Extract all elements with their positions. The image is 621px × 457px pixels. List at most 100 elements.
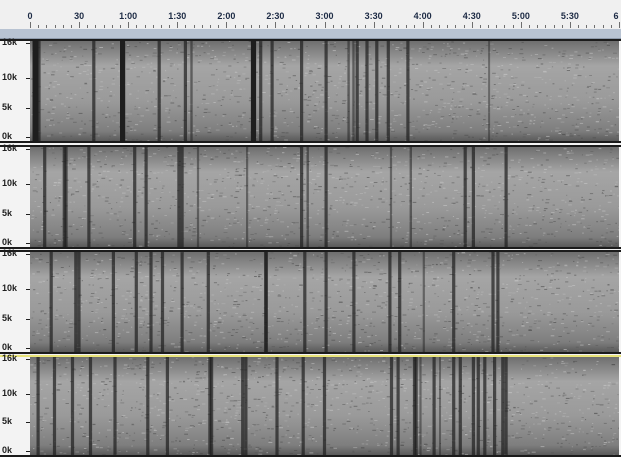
ruler-tick bbox=[373, 22, 375, 28]
spectrogram-event bbox=[246, 147, 249, 247]
ruler-tick bbox=[439, 25, 441, 28]
audio-track[interactable]: 16k 10k 5k 0k bbox=[0, 37, 621, 143]
spectrogram-event bbox=[88, 357, 93, 455]
spectrogram-event bbox=[77, 252, 81, 352]
spectrogram-event bbox=[177, 147, 181, 247]
ruler-tick bbox=[545, 25, 547, 28]
spectrogram-event bbox=[496, 252, 500, 352]
ruler-tick bbox=[414, 25, 416, 28]
frequency-label: 16k bbox=[2, 143, 18, 153]
spectrogram[interactable] bbox=[30, 357, 619, 455]
frequency-label: 5k bbox=[2, 101, 13, 112]
ruler-label: 0 bbox=[27, 11, 33, 21]
spectrogram-event bbox=[432, 357, 436, 455]
ruler-tick bbox=[398, 25, 400, 28]
ruler-tick bbox=[209, 25, 211, 28]
spectrogram-image bbox=[30, 357, 619, 455]
spectrogram-event bbox=[37, 41, 41, 141]
frequency-tick bbox=[26, 289, 30, 291]
ruler-tick bbox=[569, 22, 571, 28]
spectrogram-event bbox=[303, 252, 307, 352]
spectrogram-event bbox=[458, 357, 462, 455]
ruler-tick bbox=[332, 25, 334, 28]
spectrogram-event bbox=[471, 357, 475, 455]
ruler-label: 5:30 bbox=[560, 11, 579, 21]
spectrogram[interactable] bbox=[30, 147, 619, 247]
spectrogram[interactable] bbox=[30, 41, 619, 141]
spectrogram-event bbox=[149, 252, 153, 352]
spectrogram-event bbox=[180, 252, 184, 352]
ruler-tick bbox=[87, 25, 89, 28]
spectrogram-event bbox=[264, 252, 268, 352]
frequency-label: 10k bbox=[2, 387, 18, 398]
ruler-tick bbox=[463, 25, 465, 28]
spectrogram-event bbox=[157, 41, 161, 141]
ruler-tick bbox=[185, 25, 187, 28]
frequency-tick bbox=[26, 359, 30, 360]
frequency-tick bbox=[26, 184, 30, 186]
spectrogram-event bbox=[388, 252, 392, 352]
ruler-tick bbox=[234, 25, 236, 28]
ruler-tick bbox=[291, 25, 293, 28]
spectrogram-event bbox=[306, 147, 309, 247]
spectrogram-event bbox=[208, 357, 212, 455]
spectrogram-event bbox=[463, 147, 467, 247]
spectrogram-event bbox=[355, 41, 359, 141]
spectrogram-event bbox=[483, 357, 487, 455]
audio-track[interactable]: 16k 10k 5k 0k bbox=[0, 143, 621, 249]
ruler-label: 1:30 bbox=[168, 11, 187, 21]
ruler-tick bbox=[218, 25, 220, 28]
frequency-label: 10k bbox=[2, 283, 18, 294]
frequency-label: 0k bbox=[2, 237, 13, 247]
frequency-label: 5k bbox=[2, 416, 13, 427]
spectrogram-event bbox=[504, 357, 508, 455]
spectrogram-event bbox=[196, 147, 200, 247]
spectrogram-event bbox=[49, 252, 53, 352]
ruler-tick bbox=[349, 25, 351, 28]
timeline-ruler[interactable]: 0 30 1:00 1:30 2:00 2:30 3:00 3:30 4:00 4:30 5:00 5… bbox=[0, 0, 621, 29]
audio-track[interactable]: 16k 10k 5k 0k bbox=[0, 353, 621, 457]
spectrogram-event bbox=[352, 252, 356, 352]
ruler-tick bbox=[152, 25, 154, 28]
spectrogram-event bbox=[422, 252, 425, 352]
audio-track[interactable]: 16k 10k 5k 0k bbox=[0, 248, 621, 354]
spectrogram-event bbox=[43, 147, 47, 247]
ruler-tick bbox=[561, 25, 563, 28]
spectrogram-event bbox=[396, 357, 400, 455]
spectrogram-event bbox=[365, 41, 369, 141]
ruler-tick bbox=[119, 25, 121, 28]
spectrogram[interactable] bbox=[30, 252, 619, 352]
ruler-label: 1:00 bbox=[119, 11, 138, 21]
ruler-tick bbox=[275, 22, 277, 28]
frequency-tick bbox=[26, 348, 30, 349]
spectrogram-event bbox=[275, 357, 279, 455]
ruler-tick bbox=[529, 25, 530, 28]
ruler-tick bbox=[340, 25, 342, 28]
spectrogram-event bbox=[36, 357, 40, 455]
ruler-tick bbox=[111, 25, 113, 28]
spectrogram-event bbox=[471, 147, 475, 247]
spectrogram-event bbox=[324, 41, 328, 141]
ruler-tick bbox=[169, 25, 171, 28]
spectrogram-event bbox=[300, 41, 304, 141]
ruler-tick bbox=[324, 22, 326, 28]
ruler-tick bbox=[488, 25, 490, 28]
frequency-tick bbox=[26, 451, 30, 452]
ruler-tick bbox=[70, 25, 72, 28]
ruler-tick bbox=[250, 25, 252, 28]
ruler-tick bbox=[504, 25, 506, 28]
frequency-tick bbox=[26, 107, 30, 109]
frequency-label: 0k bbox=[2, 131, 13, 141]
spectrogram-image bbox=[30, 252, 619, 352]
ruler-tick bbox=[602, 25, 604, 28]
track-border-bottom bbox=[0, 141, 621, 143]
spectrogram-event bbox=[406, 41, 410, 141]
track-border-bottom bbox=[0, 352, 621, 354]
spectrogram-event bbox=[324, 252, 328, 352]
time-selection-bar[interactable] bbox=[0, 29, 621, 39]
frequency-tick bbox=[26, 243, 30, 244]
ruler-tick bbox=[299, 25, 301, 28]
ruler-label: 5:00 bbox=[511, 11, 530, 21]
ruler-tick bbox=[447, 25, 449, 28]
spectrogram-event bbox=[74, 252, 78, 352]
